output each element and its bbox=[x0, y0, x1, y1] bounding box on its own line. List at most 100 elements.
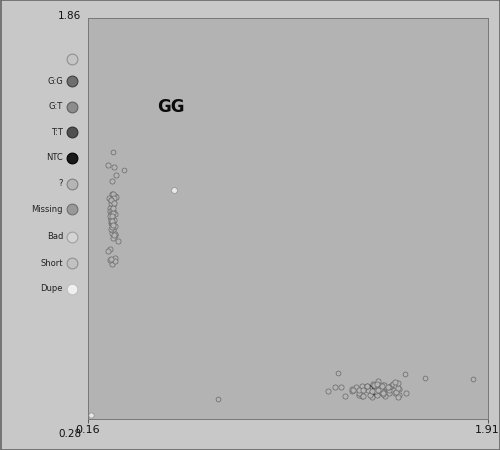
Point bbox=[108, 218, 116, 225]
Point bbox=[468, 376, 476, 383]
Point bbox=[110, 163, 118, 170]
Point bbox=[68, 233, 76, 240]
Point bbox=[104, 162, 112, 169]
Text: NTC: NTC bbox=[46, 153, 63, 162]
Point bbox=[68, 103, 76, 110]
Point bbox=[377, 384, 385, 392]
Point bbox=[104, 247, 112, 254]
Point bbox=[379, 388, 387, 395]
Point bbox=[387, 383, 395, 390]
Point bbox=[362, 383, 370, 390]
Point bbox=[357, 389, 365, 396]
Text: TT: TT bbox=[368, 384, 390, 402]
Point bbox=[332, 383, 340, 391]
Point bbox=[376, 387, 384, 395]
Point bbox=[368, 387, 376, 395]
Point bbox=[108, 216, 116, 223]
Point bbox=[110, 222, 118, 230]
Point bbox=[110, 216, 118, 223]
Point bbox=[106, 205, 114, 212]
Point bbox=[109, 149, 117, 156]
Point bbox=[373, 380, 381, 387]
Point bbox=[109, 209, 117, 216]
Point bbox=[374, 391, 382, 398]
Point bbox=[110, 199, 118, 207]
Point bbox=[348, 388, 356, 395]
Point bbox=[324, 387, 332, 395]
Point bbox=[88, 412, 96, 419]
Point bbox=[107, 216, 115, 223]
Point bbox=[68, 154, 76, 162]
Point bbox=[371, 382, 379, 389]
Point bbox=[68, 129, 76, 136]
Text: G:T: G:T bbox=[49, 102, 63, 111]
Point bbox=[111, 231, 119, 238]
Text: Missing: Missing bbox=[32, 205, 63, 214]
Point bbox=[381, 393, 389, 400]
Text: Bad: Bad bbox=[46, 232, 63, 241]
Point bbox=[370, 387, 378, 394]
Point bbox=[380, 390, 388, 397]
Point bbox=[394, 380, 402, 387]
Point bbox=[370, 382, 378, 389]
Point bbox=[107, 210, 115, 217]
Point bbox=[106, 208, 114, 215]
Point bbox=[391, 378, 399, 385]
Point bbox=[355, 390, 363, 397]
Point bbox=[108, 216, 116, 224]
Point bbox=[107, 196, 115, 203]
Point bbox=[109, 234, 117, 242]
Point bbox=[386, 384, 394, 391]
Point bbox=[378, 389, 386, 396]
Point bbox=[392, 388, 400, 396]
Point bbox=[394, 391, 402, 398]
Point bbox=[386, 387, 394, 394]
Text: Dupe: Dupe bbox=[40, 284, 63, 293]
Point bbox=[108, 223, 116, 230]
Point bbox=[104, 195, 112, 202]
Point bbox=[364, 387, 372, 394]
Point bbox=[358, 393, 366, 400]
Point bbox=[336, 383, 344, 390]
Point bbox=[392, 389, 400, 396]
Point bbox=[112, 172, 120, 179]
Point bbox=[109, 201, 117, 208]
Point bbox=[112, 255, 120, 262]
Point bbox=[170, 187, 178, 194]
Point bbox=[394, 385, 402, 392]
Point bbox=[366, 392, 374, 399]
Point bbox=[388, 382, 396, 389]
Text: GG: GG bbox=[158, 98, 185, 116]
Point bbox=[110, 222, 118, 230]
Point bbox=[108, 225, 116, 232]
Point bbox=[378, 387, 386, 395]
Point bbox=[359, 392, 367, 400]
Point bbox=[68, 55, 76, 62]
Point bbox=[68, 285, 76, 292]
Point bbox=[354, 387, 362, 394]
Point bbox=[110, 205, 118, 212]
Point bbox=[68, 180, 76, 187]
Point bbox=[107, 197, 115, 204]
Text: G:G: G:G bbox=[47, 76, 63, 86]
Point bbox=[401, 370, 409, 378]
Point bbox=[359, 386, 367, 393]
Point bbox=[348, 385, 356, 392]
Point bbox=[380, 382, 388, 389]
Point bbox=[106, 199, 114, 207]
Point bbox=[110, 232, 118, 239]
Point bbox=[395, 385, 403, 392]
Point bbox=[214, 396, 222, 403]
Point bbox=[68, 260, 76, 267]
Point bbox=[108, 212, 116, 219]
Point bbox=[378, 382, 386, 389]
Point bbox=[68, 206, 76, 213]
Point bbox=[110, 195, 118, 202]
Point bbox=[106, 213, 114, 220]
Point bbox=[420, 374, 428, 382]
Point bbox=[111, 257, 119, 265]
Point bbox=[106, 245, 114, 252]
Point bbox=[374, 378, 382, 385]
Point bbox=[111, 192, 119, 199]
Point bbox=[114, 237, 122, 244]
